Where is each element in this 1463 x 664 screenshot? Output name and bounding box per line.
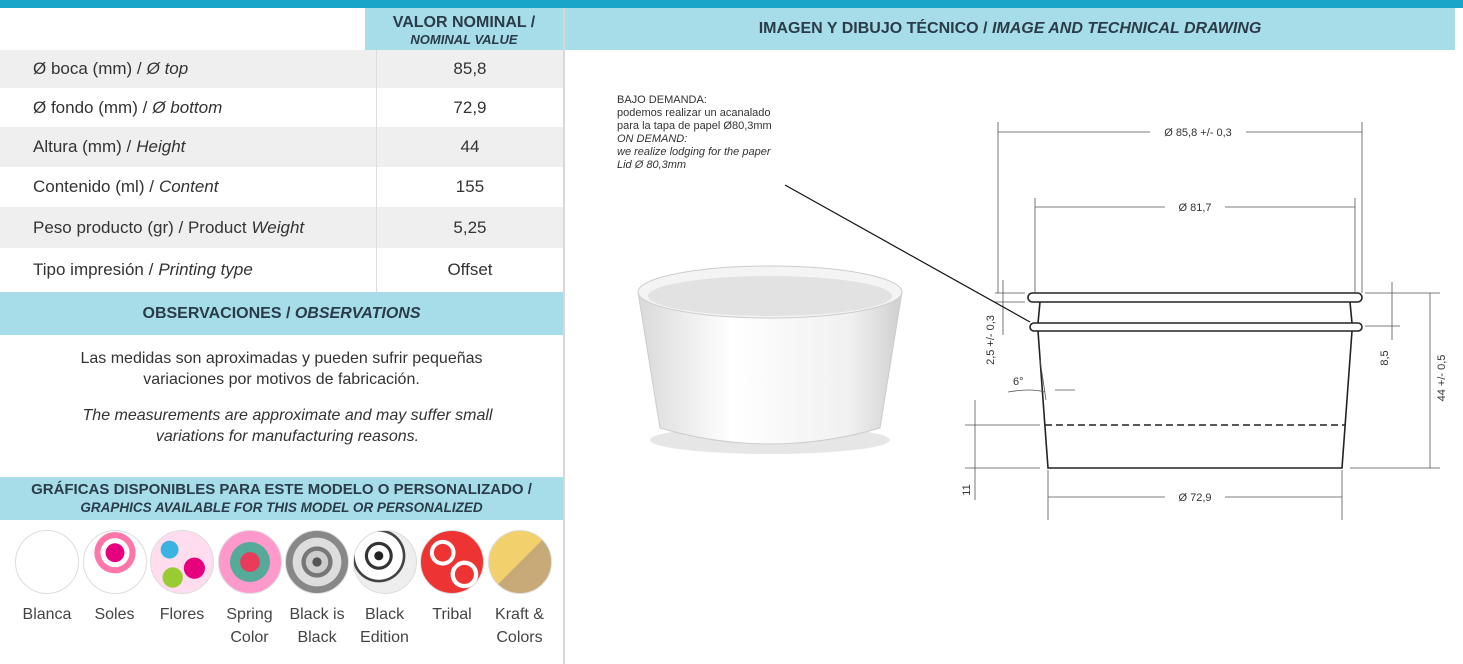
dimension-labels: Ø 85,8 +/- 0,3 Ø 81,7 Ø 72,9 6° 2,5 +/- …	[961, 124, 1448, 505]
graphic-swatch	[15, 530, 79, 594]
obs-en: The measurements are approximate and may…	[50, 405, 525, 447]
table-row: Ø boca (mm) / Ø top 85,8	[0, 50, 563, 88]
part: NOMINAL VALUE	[365, 31, 563, 48]
cup-outline	[1028, 293, 1362, 468]
technical-drawing: BAJO DEMANDA: podemos realizar un acanal…	[565, 50, 1463, 664]
observations-header: OBSERVACIONES / OBSERVATIONS	[0, 292, 563, 335]
dim-label: Ø 81,7	[1178, 202, 1211, 214]
obs-title: OBSERVACIONES /	[143, 305, 291, 322]
table-row: Contenido (ml) / Content 155	[0, 167, 563, 207]
graphic-name: Kraft & Colors	[486, 603, 554, 649]
row-value: 5,25	[376, 207, 563, 248]
table-row: Tipo impresión / Printing type Offset	[0, 248, 563, 292]
part	[1030, 323, 1362, 331]
note-line: BAJO DEMANDA:	[617, 94, 707, 106]
label-italic: Content	[159, 177, 219, 196]
graphics-title-italic: GRAPHICS AVAILABLE FOR THIS MODEL OR PER…	[80, 500, 482, 515]
graphic-name: Tribal	[418, 603, 486, 626]
note: BAJO DEMANDA: podemos realizar un acanal…	[617, 94, 772, 171]
dim-label: Ø 85,8 +/- 0,3	[1164, 127, 1232, 139]
row-label: Altura (mm) / Height	[0, 137, 376, 157]
dim-label: Ø 72,9	[1178, 492, 1211, 504]
graphic-name: Flores	[148, 603, 216, 626]
label-italic: Printing type	[158, 260, 253, 279]
part: GRAPHICS AVAILABLE FOR THIS MODEL OR PER…	[0, 499, 563, 517]
note-line: podemos realizar un acanalado	[617, 107, 771, 119]
table-row: Ø fondo (mm) / Ø bottom 72,9	[0, 88, 563, 127]
graphic-swatch	[488, 530, 552, 594]
table-row: Altura (mm) / Height 44	[0, 127, 563, 167]
graphic-name: Blanca	[13, 603, 81, 626]
row-value: 85,8	[376, 50, 563, 88]
dim-label: 6°	[1013, 376, 1024, 388]
dim-label: 44 +/- 0,5	[1436, 355, 1448, 402]
label-text: Altura (mm) /	[33, 137, 131, 156]
label-text: Ø boca (mm) /	[33, 59, 142, 78]
dim-label: 8,5	[1379, 350, 1391, 365]
label-text: Tipo impresión /	[33, 260, 153, 279]
drawing-title: IMAGEN Y DIBUJO TÉCNICO /	[759, 20, 988, 37]
label-italic: Ø top	[147, 59, 189, 78]
row-value: 72,9	[376, 88, 563, 127]
obs-es: Las medidas son aproximadas y pueden suf…	[50, 348, 513, 390]
graphic-swatch	[420, 530, 484, 594]
note-line: Lid Ø 80,3mm	[617, 159, 686, 171]
graphic-name: Spring Color	[216, 603, 284, 649]
label-text: Peso producto (gr) / Product	[33, 218, 247, 237]
row-label: Tipo impresión / Printing type	[0, 260, 376, 280]
graphic-name: Soles	[81, 603, 149, 626]
part	[648, 276, 892, 316]
dim-label: 11	[961, 484, 973, 495]
part	[1350, 293, 1440, 468]
label-italic: Height	[136, 137, 185, 156]
row-value: Offset	[376, 248, 563, 292]
label-italic: Weight	[252, 218, 305, 237]
part	[1038, 302, 1352, 323]
note-line: we realize lodging for the paper	[617, 146, 772, 158]
row-label: Contenido (ml) / Content	[0, 177, 376, 197]
obs-title-italic: OBSERVATIONS	[295, 305, 421, 322]
header-es: VALOR NOMINAL /	[365, 14, 563, 31]
part	[1365, 282, 1440, 340]
graphic-name: Black is Black	[283, 603, 351, 649]
header-en: NOMINAL VALUE	[410, 32, 517, 47]
row-value: 44	[376, 127, 563, 167]
graphics-header: GRÁFICAS DISPONIBLES PARA ESTE MODELO O …	[0, 477, 563, 520]
graphic-swatch	[218, 530, 282, 594]
graphic-name: Black Edition	[351, 603, 419, 649]
dim-label: 2,5 +/- 0,3	[985, 315, 997, 365]
row-label: Ø boca (mm) / Ø top	[0, 59, 376, 79]
page: VALOR NOMINAL / NOMINAL VALUE Ø boca (mm…	[0, 0, 1463, 664]
part	[965, 400, 1040, 500]
row-label: Peso producto (gr) / Product Weight	[0, 218, 376, 238]
table-row: Peso producto (gr) / Product Weight 5,25	[0, 207, 563, 248]
top-bar	[0, 0, 1463, 8]
note-line: para la tapa de papel Ø80,3mm	[617, 120, 772, 132]
row-label: Ø fondo (mm) / Ø bottom	[0, 98, 376, 118]
drawing-title-italic: IMAGE AND TECHNICAL DRAWING	[992, 20, 1261, 37]
drawing-header: IMAGEN Y DIBUJO TÉCNICO / IMAGE AND TECH…	[565, 8, 1455, 50]
part	[995, 280, 1025, 335]
graphic-swatch	[285, 530, 349, 594]
row-value: 155	[376, 167, 563, 207]
part	[1028, 293, 1362, 302]
graphic-swatch	[83, 530, 147, 594]
label-text: Ø fondo (mm) /	[33, 98, 147, 117]
graphic-swatch	[353, 530, 417, 594]
table-header: VALOR NOMINAL / NOMINAL VALUE	[365, 8, 563, 50]
graphic-swatch	[150, 530, 214, 594]
graphics-title: GRÁFICAS DISPONIBLES PARA ESTE MODELO O …	[0, 481, 563, 499]
note-line: ON DEMAND:	[617, 133, 687, 145]
cup-photo	[638, 266, 902, 454]
label-italic: Ø bottom	[152, 98, 222, 117]
label-text: Contenido (ml) /	[33, 177, 154, 196]
part	[1038, 331, 1352, 468]
